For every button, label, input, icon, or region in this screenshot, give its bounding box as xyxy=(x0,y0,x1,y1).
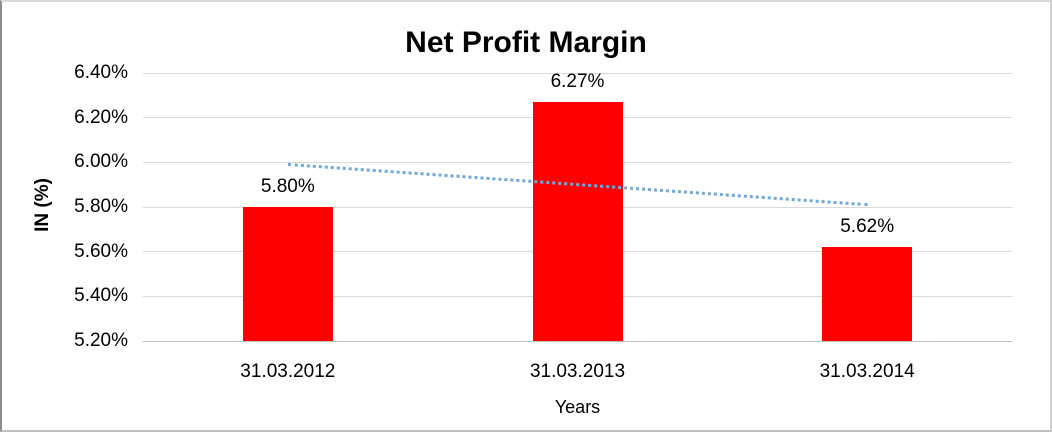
bar xyxy=(822,247,913,341)
x-tick-label: 31.03.2012 xyxy=(240,361,336,382)
y-tick-label: 5.80% xyxy=(74,196,128,217)
x-axis-title: Years xyxy=(554,397,601,417)
plot-area: 6.40% 6.20% 6.00% 5.80% 5.60% 5.40% 5.20% 5.80%… xyxy=(74,62,1012,382)
bar xyxy=(532,102,623,341)
x-tick-label: 31.03.2014 xyxy=(819,361,915,382)
x-tick-label: 31.03.2013 xyxy=(529,361,626,382)
bar-data-label: 5.62% xyxy=(840,216,895,238)
chart-title: Net Profit Margin xyxy=(405,26,647,59)
bar-data-label: 6.27% xyxy=(550,71,605,93)
y-tick-label: 5.60% xyxy=(74,240,128,262)
bar-data-label: 5.80% xyxy=(260,176,315,197)
y-tick-label: 6.00% xyxy=(74,151,128,173)
gridline xyxy=(143,72,1012,74)
y-tick-label: 6.40% xyxy=(74,62,128,83)
y-tick-label: 5.40% xyxy=(74,285,128,307)
y-tick-label: 5.20% xyxy=(74,330,128,351)
gridline xyxy=(143,340,1012,342)
bar xyxy=(242,207,333,341)
y-tick-label: 6.20% xyxy=(74,106,128,128)
